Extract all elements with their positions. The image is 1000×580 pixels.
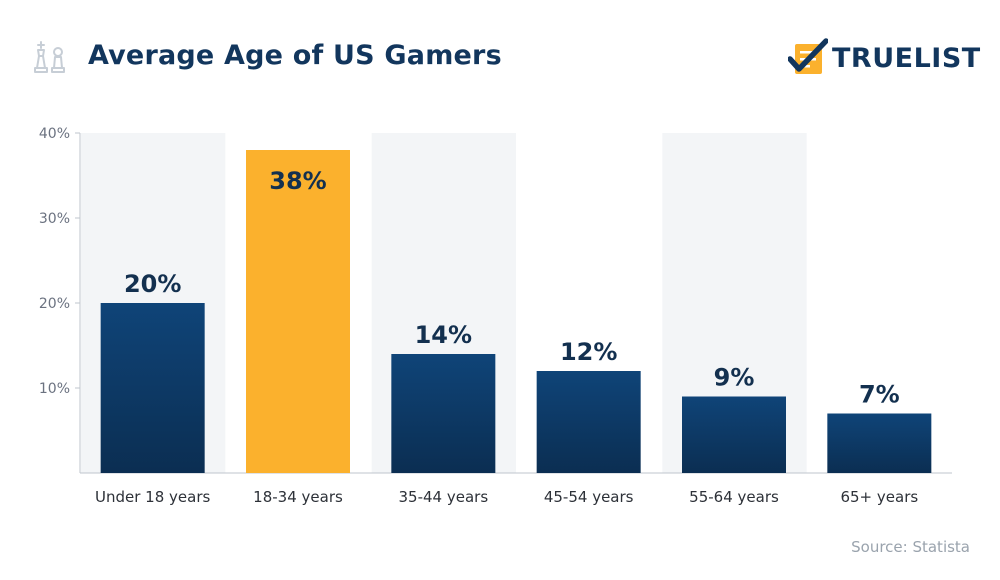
- y-tick-label: 10%: [39, 381, 70, 397]
- data-label: 20%: [124, 270, 181, 298]
- y-tick-label: 20%: [39, 296, 70, 312]
- data-label: 7%: [859, 381, 900, 409]
- y-tick-label: 40%: [39, 126, 70, 142]
- x-tick-label: 65+ years: [840, 488, 918, 506]
- y-tick-label: 30%: [39, 211, 70, 227]
- chess-pieces-icon: [34, 41, 65, 73]
- x-tick-label: 18-34 years: [253, 488, 343, 506]
- source-note: Source: Statista: [851, 538, 970, 556]
- bar: [827, 413, 932, 473]
- x-tick-label: 45-54 years: [544, 488, 634, 506]
- data-label: 14%: [415, 321, 472, 349]
- page-title: Average Age of US Gamers: [88, 40, 502, 71]
- data-label: 38%: [269, 167, 326, 195]
- x-tick-label: 55-64 years: [689, 488, 779, 506]
- bar: [536, 371, 641, 473]
- brand-name: TRUELIST: [832, 42, 981, 74]
- checklist-logo-icon: [788, 38, 828, 74]
- bar: [246, 150, 350, 473]
- brand-logo: TRUELIST: [788, 38, 981, 78]
- x-tick-label: 35-44 years: [399, 488, 489, 506]
- data-label: 12%: [560, 338, 617, 366]
- bar: [100, 303, 205, 473]
- bar: [682, 396, 786, 473]
- bar: [391, 354, 496, 473]
- data-label: 9%: [714, 364, 755, 392]
- x-tick-label: Under 18 years: [95, 488, 210, 506]
